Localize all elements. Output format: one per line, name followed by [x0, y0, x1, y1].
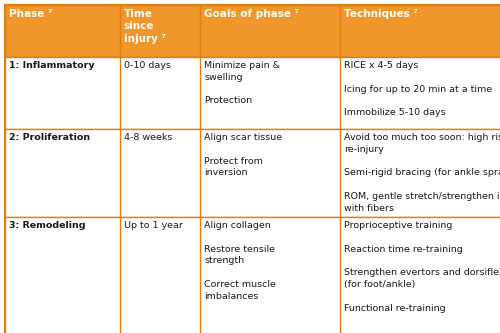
Text: 2: Proliferation: 2: Proliferation — [9, 133, 90, 142]
Bar — [5, 217, 500, 333]
Text: Align collagen

Restore tensile
strength

Correct muscle
imbalances: Align collagen Restore tensile strength … — [204, 221, 276, 301]
Text: Up to 1 year: Up to 1 year — [124, 221, 183, 230]
Text: Align scar tissue

Protect from
inversion: Align scar tissue Protect from inversion — [204, 133, 282, 177]
Text: 1: Inflammatory: 1: Inflammatory — [9, 61, 94, 70]
Text: Minimize pain &
swelling

Protection: Minimize pain & swelling Protection — [204, 61, 280, 106]
Bar — [5, 129, 500, 217]
Text: 0-10 days: 0-10 days — [124, 61, 171, 70]
Bar — [5, 5, 500, 57]
Text: 4-8 weeks: 4-8 weeks — [124, 133, 172, 142]
Text: Phase ⁷: Phase ⁷ — [9, 9, 52, 19]
Text: Avoid too much too soon: high risk of
re-injury

Semi-rigid bracing (for ankle s: Avoid too much too soon: high risk of re… — [344, 133, 500, 213]
Text: 3: Remodeling: 3: Remodeling — [9, 221, 86, 230]
Text: Goals of phase ⁷: Goals of phase ⁷ — [204, 9, 299, 19]
Text: Proprioceptive training

Reaction time re-training

Strengthen evertors and dors: Proprioceptive training Reaction time re… — [344, 221, 500, 313]
Text: Time
since
injury ⁷: Time since injury ⁷ — [124, 9, 166, 44]
Text: Techniques ⁷: Techniques ⁷ — [344, 9, 418, 19]
Text: RICE x 4-5 days

Icing for up to 20 min at a time

Immobilize 5-10 days: RICE x 4-5 days Icing for up to 20 min a… — [344, 61, 492, 117]
Bar — [5, 57, 500, 129]
